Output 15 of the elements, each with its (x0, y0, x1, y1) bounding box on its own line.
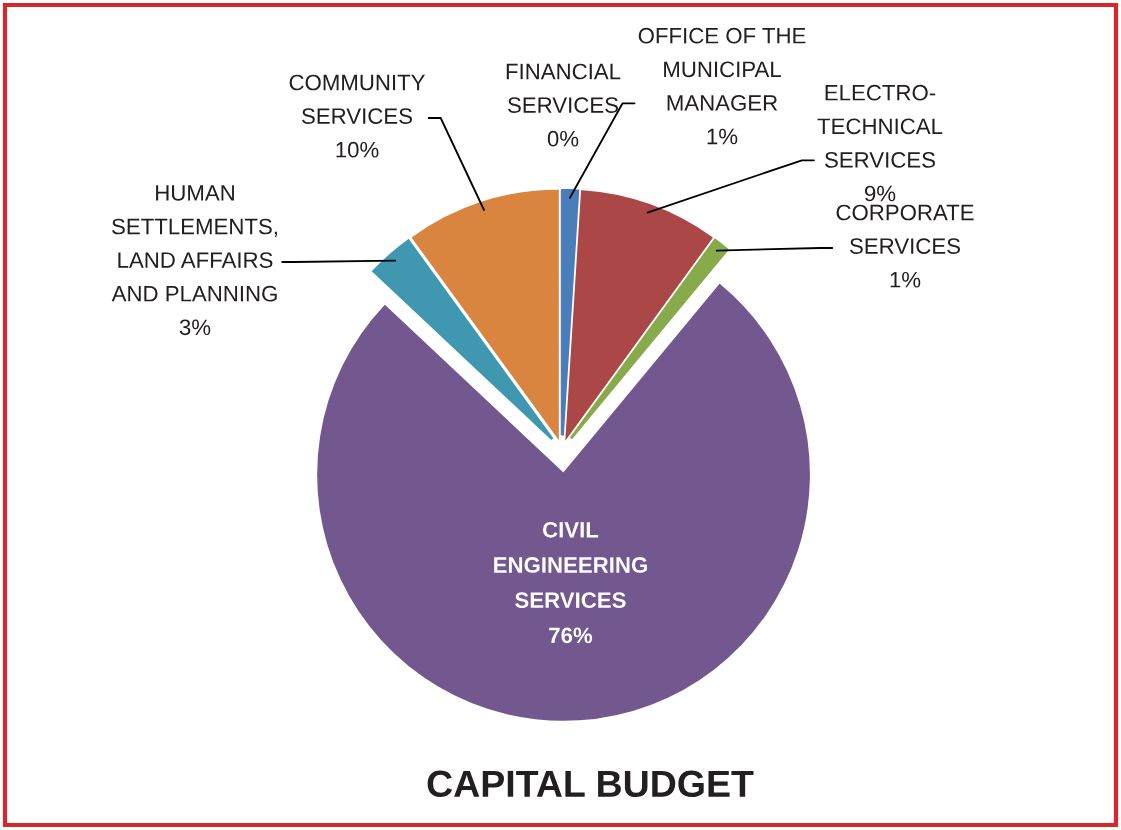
slice-label: OFFICE OF THE MUNICIPAL MANAGER (638, 27, 806, 111)
text: 0% (547, 130, 579, 147)
slice-label: COMMUNITY SERVICES (289, 74, 426, 124)
data-label: 10% (336, 141, 379, 158)
data-label: 9% (864, 185, 896, 202)
category-label: FINANCIAL SERVICES (506, 63, 621, 113)
slice-label: HUMAN SETTLEMENTS, LAND AFFAIRS AND PLANNING (111, 185, 277, 302)
data-label: 1% (890, 271, 921, 288)
slice-label: CORPORATE SERVICES (836, 204, 974, 254)
text: CAPITAL BUDGET (427, 770, 754, 798)
slice-label: CIVIL ENGINEERING SERVICES (494, 521, 647, 609)
data-label: 3% (179, 319, 211, 336)
data-label: 1% (707, 128, 738, 145)
slice-label: ELECTRO- TECHNICAL SERVICES (817, 84, 943, 168)
data-label: 76% (549, 627, 593, 644)
